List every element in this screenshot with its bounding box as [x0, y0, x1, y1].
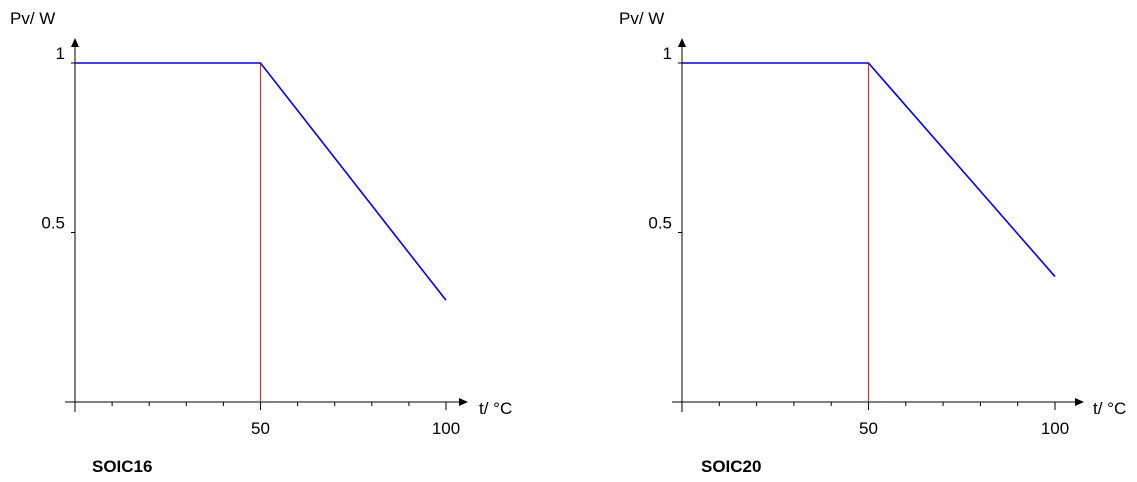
y-tick-label: 1 [56, 44, 65, 63]
y-axis-label: Pv/ W [619, 9, 664, 28]
y-tick-label: 1 [663, 44, 672, 63]
y-tick-label: 0.5 [648, 214, 672, 233]
x-axis-label: t/ °C [479, 399, 512, 418]
derating-curve-0 [75, 62, 447, 301]
chart-soic20: 50 100 0.5 1 Pv/ W t/ °C SOIC20 [619, 9, 1126, 476]
y-axis-arrow-icon [678, 38, 686, 47]
y-tick-label: 0.5 [41, 214, 65, 233]
x-tick-label: 50 [251, 419, 270, 438]
chart-caption: SOIC16 [92, 457, 152, 476]
x-axis-label: t/ °C [1093, 399, 1126, 418]
y-axis-arrow-icon [71, 38, 79, 47]
derating-curve-0 [682, 62, 1056, 278]
x-axis-arrow-icon [459, 398, 468, 406]
x-tick-label: 100 [1041, 419, 1069, 438]
x-tick-label: 50 [859, 419, 878, 438]
chart-soic16: 50 100 0.5 1Pv/ W t/ °C SOIC16 [10, 9, 512, 476]
x-tick-label: 100 [432, 419, 460, 438]
chart-caption: SOIC20 [701, 457, 761, 476]
y-axis-label: Pv/ W [10, 9, 55, 28]
x-axis-arrow-icon [1075, 398, 1084, 406]
